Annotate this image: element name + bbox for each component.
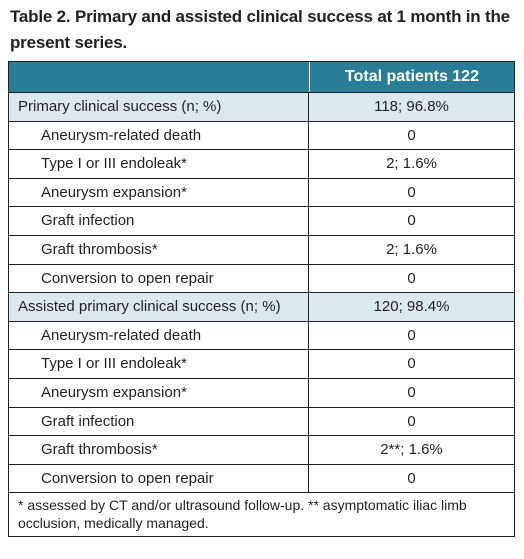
table-row: Aneurysm-related death 0: [9, 321, 514, 351]
row-label: Graft infection: [9, 207, 309, 235]
row-value: 0: [407, 383, 416, 401]
table-row: Aneurysm expansion* 0: [9, 378, 514, 408]
row-value: 0: [407, 469, 416, 487]
row-value: 0: [407, 412, 416, 430]
table-row: Type I or III endoleak* 0: [9, 350, 514, 379]
row-label: Type I or III endoleak*: [9, 350, 309, 378]
table-footnote: * assessed by CT and/or ultrasound follo…: [18, 497, 467, 532]
row-label: Aneurysm expansion*: [9, 378, 309, 407]
row-value: 0: [407, 126, 416, 144]
row-value: 0: [407, 212, 416, 230]
row-label: Aneurysm-related death: [9, 121, 309, 150]
table-row: Conversion to open repair 0: [9, 264, 514, 294]
table-body: Primary clinical success (n; %) 118; 96.8…: [9, 93, 514, 494]
row-value: 2; 1.6%: [386, 240, 437, 258]
row-label: Graft thrombosis*: [9, 235, 309, 264]
row-label: Aneurysm expansion*: [9, 178, 309, 207]
row-label: Conversion to open repair: [9, 464, 309, 493]
row-label: Conversion to open repair: [9, 264, 309, 293]
table-row: Graft thrombosis* 2; 1.6%: [9, 235, 514, 265]
table-row: Aneurysm-related death 0: [9, 121, 514, 151]
table-caption: Table 2. Primary and assisted clinical s…: [10, 7, 510, 52]
row-label: Graft thrombosis*: [9, 436, 309, 464]
table-row: Graft thrombosis* 2**; 1.6%: [9, 436, 514, 465]
data-table: Total patients 122 Primary clinical succ…: [8, 61, 515, 538]
table-row: Graft infection 0: [9, 407, 514, 437]
header-cell-total-patients: Total patients 122: [345, 68, 479, 85]
row-value: 2; 1.6%: [386, 155, 437, 173]
row-value: 118; 96.8%: [374, 98, 449, 115]
table-row: Conversion to open repair 0: [9, 464, 514, 494]
row-value: 2**; 1.6%: [380, 441, 443, 459]
table-row: Primary clinical success (n; %) 118; 96.8…: [9, 93, 514, 122]
table-header-row: Total patients 122: [9, 62, 514, 93]
table-row: Type I or III endoleak* 2; 1.6%: [9, 150, 514, 179]
row-label: Aneurysm-related death: [9, 321, 309, 350]
row-label: Primary clinical success (n; %): [9, 93, 309, 121]
row-label: Type I or III endoleak*: [9, 150, 309, 178]
row-value: 120; 98.4%: [373, 298, 450, 316]
table-row: Assisted primary clinical success (n; %)…: [9, 293, 514, 322]
header-cell-empty: [9, 62, 310, 92]
row-value: 0: [407, 269, 416, 287]
table-row: Aneurysm expansion* 0: [9, 178, 514, 208]
row-value: 0: [407, 355, 416, 373]
row-label: Assisted primary clinical success (n; %): [9, 293, 309, 321]
table-row: Graft infection 0: [9, 207, 514, 236]
row-value: 0: [407, 183, 416, 201]
row-label: Graft infection: [9, 407, 309, 436]
row-value: 0: [407, 326, 416, 344]
